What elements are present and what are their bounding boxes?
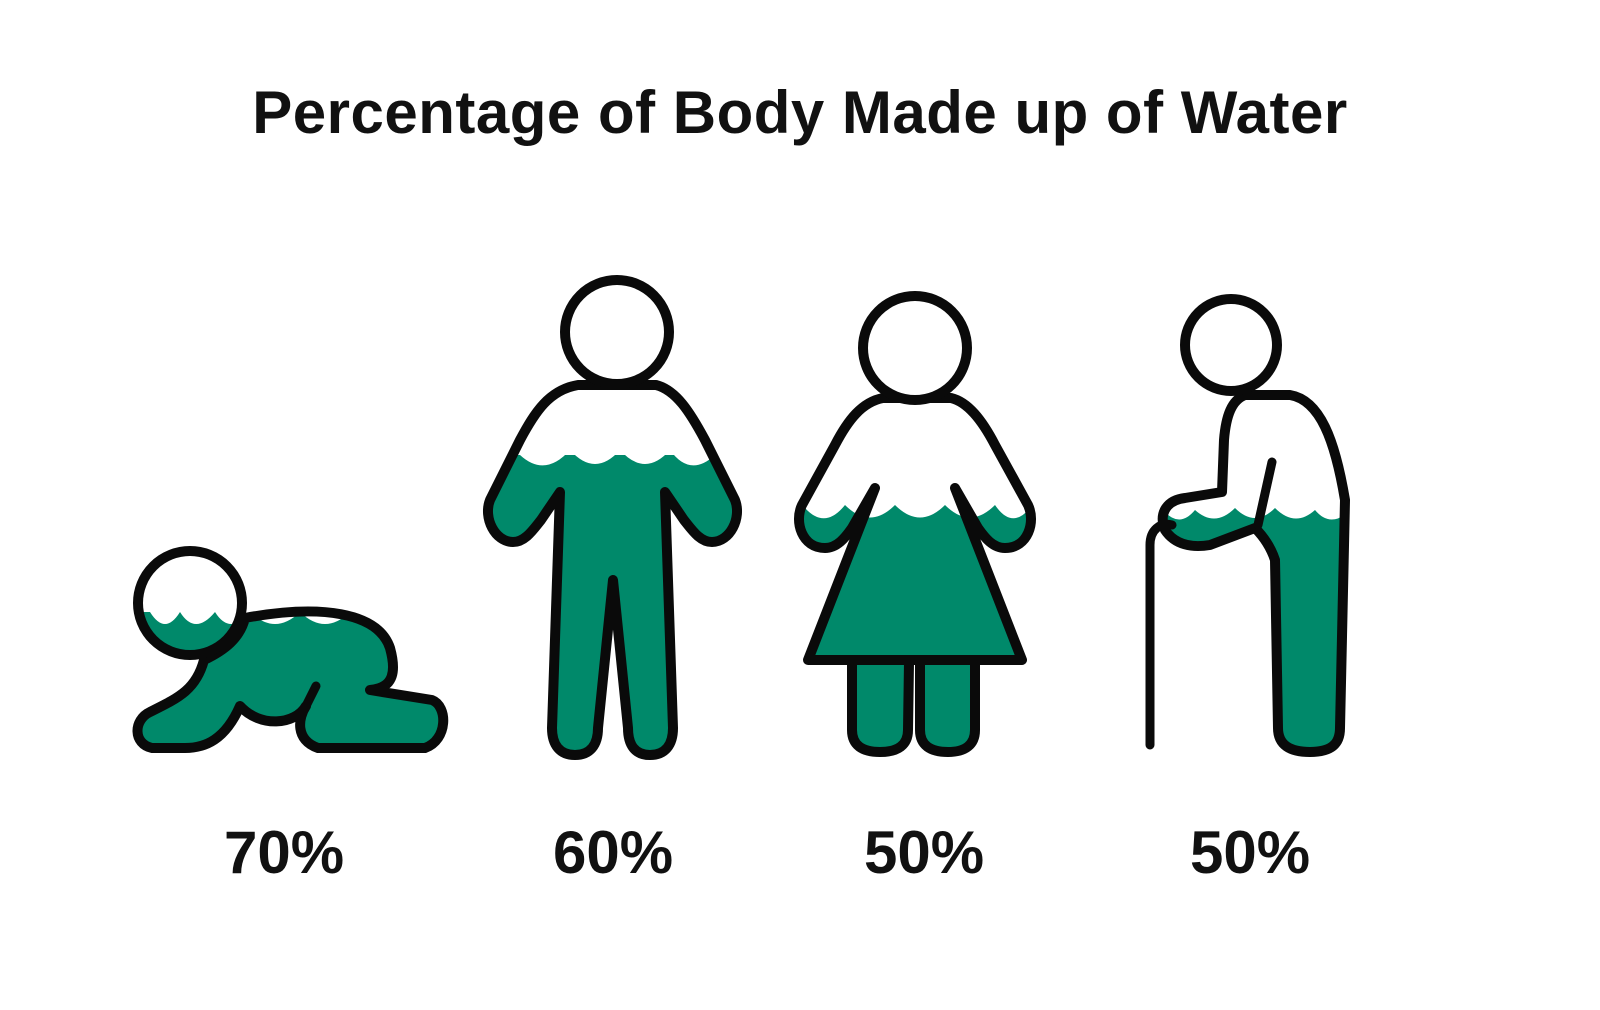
cane [1145, 519, 1177, 750]
woman-left-leg [847, 661, 914, 757]
value-label-elderly: 50% [1189, 819, 1311, 886]
elderly-outline [1157, 390, 1350, 757]
woman-head [858, 291, 972, 405]
elderly-wave [1165, 495, 1345, 520]
baby-leg-line [301, 681, 321, 711]
baby-head [133, 546, 247, 660]
elderly-head [1180, 294, 1282, 396]
baby-water-fill [137, 612, 444, 748]
elderly-arm-line [1253, 457, 1277, 530]
value-label-woman: 50% [863, 819, 985, 886]
woman-right-leg [915, 662, 980, 757]
figure-man [483, 275, 742, 760]
value-label-man: 60% [552, 819, 674, 886]
man-outline [483, 380, 742, 760]
value-label-baby: 70% [223, 819, 345, 886]
man-wave [520, 440, 715, 466]
man-head [560, 275, 674, 389]
chart-title: Percentage of Body Made up of Water [252, 79, 1348, 146]
figure-woman [794, 291, 1036, 757]
baby-outline [132, 606, 449, 753]
figure-elderly [1145, 294, 1350, 757]
figure-baby [132, 546, 449, 753]
woman-dress-outline [794, 393, 1036, 665]
